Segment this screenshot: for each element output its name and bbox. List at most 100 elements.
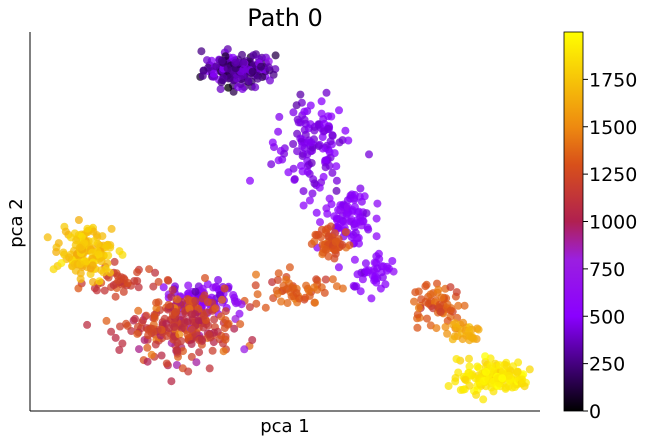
scatter-point <box>102 316 111 325</box>
scatter-point <box>370 258 379 267</box>
scatter-point <box>230 324 239 333</box>
scatter-point <box>280 149 289 158</box>
scatter-point <box>248 67 257 76</box>
scatter-point <box>167 377 176 386</box>
scatter-point <box>417 295 426 304</box>
scatter-point <box>191 287 200 296</box>
scatter-point <box>474 325 483 334</box>
scatter-point <box>330 245 339 254</box>
scatter-point <box>273 289 282 298</box>
scatter-point <box>312 208 321 217</box>
scatter-point <box>356 287 365 296</box>
scatter-point <box>111 333 120 342</box>
scatter-point <box>321 156 330 165</box>
scatter-point <box>133 277 142 285</box>
scatter-point <box>459 318 468 327</box>
scatter-point <box>300 107 309 116</box>
scatter-point <box>293 147 302 156</box>
scatter-point <box>200 291 209 300</box>
scatter-point <box>454 301 463 310</box>
scatter-point <box>145 265 154 274</box>
scatter-point <box>450 332 459 341</box>
scatter-point <box>214 276 223 284</box>
scatter-point <box>95 277 104 286</box>
scatter-point <box>310 237 319 246</box>
scatter-point <box>205 364 214 373</box>
scatter-point <box>468 332 477 341</box>
scatter-point <box>299 187 308 196</box>
scatter-point <box>223 320 232 329</box>
scatter-point <box>177 324 186 333</box>
scatter-point <box>209 69 218 78</box>
scatter-point <box>89 237 98 246</box>
scatter-point <box>458 335 467 344</box>
scatter-point <box>238 50 246 59</box>
scatter-point <box>83 224 92 233</box>
scatter-point <box>437 293 446 302</box>
scatter-point <box>465 354 473 363</box>
scatter-point <box>118 250 127 259</box>
scatter-point <box>217 56 226 65</box>
scatter-point <box>133 268 142 277</box>
scatter-point <box>443 329 452 338</box>
scatter-point <box>446 306 455 315</box>
scatter-point <box>77 232 86 241</box>
colorbar-tick-label: 1000 <box>589 212 637 234</box>
scatter-point <box>324 252 333 261</box>
scatter-point <box>147 350 156 359</box>
scatter-point <box>303 150 312 159</box>
scatter-point <box>223 64 232 73</box>
scatter-point <box>173 347 182 356</box>
scatter-point <box>275 112 284 121</box>
scatter-point <box>49 265 58 274</box>
scatter-point <box>452 355 461 363</box>
scatter-point <box>332 186 341 195</box>
scatter-point <box>461 375 470 384</box>
colorbar <box>563 31 584 412</box>
scatter-point <box>168 286 177 294</box>
scatter-point <box>75 243 84 252</box>
scatter-point <box>501 383 510 392</box>
scatter-point <box>143 343 152 352</box>
scatter-point <box>358 275 367 284</box>
scatter-point <box>107 327 116 336</box>
scatter-point <box>504 371 513 380</box>
scatter-point <box>464 368 473 377</box>
x-axis-label: pca 1 <box>260 416 310 437</box>
scatter-point <box>97 257 106 266</box>
scatter-point <box>191 297 200 305</box>
scatter-point <box>110 257 119 266</box>
scatter-point <box>203 298 212 306</box>
colorbar-tick-label: 0 <box>589 401 601 423</box>
scatter-point <box>323 124 332 133</box>
scatter-point <box>452 323 461 332</box>
scatter-point <box>194 316 203 325</box>
scatter-point <box>149 282 158 291</box>
scatter-point <box>350 282 359 291</box>
scatter-point <box>177 337 186 345</box>
scatter-point <box>199 323 208 332</box>
scatter-point <box>167 292 176 301</box>
scatter-point <box>317 97 326 106</box>
scatter-point <box>217 312 226 321</box>
scatter-point <box>514 358 523 367</box>
scatter-point <box>231 315 240 323</box>
scatter-point <box>88 261 97 270</box>
scatter-point <box>224 83 233 92</box>
scatter-point <box>371 272 380 281</box>
scatter-point <box>273 276 282 284</box>
scatter-point <box>308 189 317 198</box>
scatter-point <box>332 176 341 185</box>
scatter-point <box>92 286 101 295</box>
scatter-point <box>367 294 376 303</box>
scatter-point <box>341 126 350 135</box>
scatter-point <box>312 231 321 240</box>
colorbar-tick-label: 500 <box>589 306 625 328</box>
scatter-point <box>525 365 534 374</box>
scatter-point <box>271 51 280 60</box>
scatter-point <box>289 164 298 173</box>
scatter-point <box>201 274 209 282</box>
scatter-point <box>187 352 196 361</box>
scatter-point <box>328 131 337 140</box>
scatter-point <box>144 331 153 340</box>
